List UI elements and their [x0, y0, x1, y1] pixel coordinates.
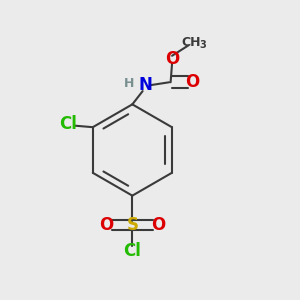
Text: O: O — [151, 216, 165, 234]
Text: O: O — [186, 73, 200, 91]
Text: Cl: Cl — [59, 115, 77, 133]
Text: Cl: Cl — [123, 242, 141, 260]
Text: CH: CH — [182, 36, 201, 49]
Text: H: H — [124, 77, 135, 90]
Text: S: S — [126, 216, 138, 234]
Text: 3: 3 — [199, 40, 206, 50]
Text: O: O — [165, 50, 179, 68]
Text: N: N — [139, 76, 152, 94]
Text: O: O — [100, 216, 114, 234]
